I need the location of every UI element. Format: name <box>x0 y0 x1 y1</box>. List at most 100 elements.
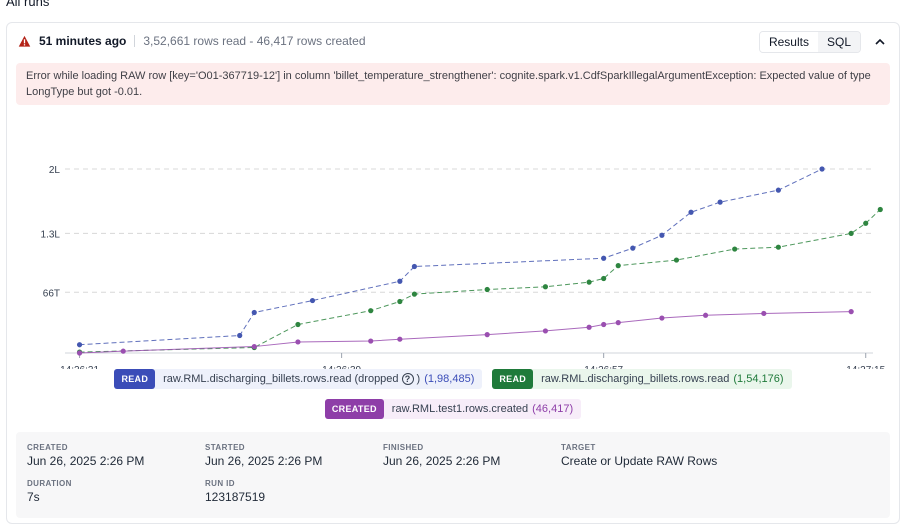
results-tab[interactable]: Results <box>759 32 818 52</box>
legend-row-2: CREATED raw.RML.test1.rows.created (46,4… <box>7 399 899 419</box>
legend-read-tag: READ <box>492 369 534 389</box>
detail-run-id-label: RUN ID <box>205 479 235 488</box>
run-summary: 3,52,661 rows read - 46,417 rows created <box>143 34 366 48</box>
series-point-2 <box>251 343 257 350</box>
rows-chart: 66T1.3L2L14:26:2114:26:3914:26:5714:27:1… <box>7 109 901 376</box>
series-point-1 <box>732 246 738 252</box>
series-point-1 <box>586 279 592 285</box>
series-point-2 <box>761 310 767 317</box>
y-tick-label: 66T <box>43 288 60 299</box>
series-point-1 <box>775 244 781 250</box>
series-point-2 <box>542 328 549 334</box>
detail-target-label: TARGET <box>561 443 596 452</box>
series-line-1 <box>79 209 881 353</box>
page-heading: All runs <box>6 0 50 9</box>
series-point-2 <box>120 348 126 354</box>
detail-run-id-value: 123187519 <box>205 490 266 504</box>
series-point-1 <box>848 230 854 236</box>
run-header: 51 minutes ago 3,52,661 rows read - 46,4… <box>7 23 899 59</box>
series-point-2 <box>397 336 403 342</box>
series-point-1 <box>601 275 607 282</box>
series-point-1 <box>295 321 301 328</box>
detail-created-value: Jun 26, 2025 2:26 PM <box>27 454 145 468</box>
series-point-2 <box>702 312 709 318</box>
series-point-0 <box>411 263 418 270</box>
series-point-2 <box>586 324 592 330</box>
legend-created-tag: CREATED <box>324 399 384 419</box>
detail-started-label: STARTED <box>205 443 245 452</box>
legend-read-dropped[interactable]: READ raw.RML.discharging_billets.rows.re… <box>114 369 483 389</box>
warning-triangle-icon <box>18 35 31 47</box>
detail-created: CREATED Jun 26, 2025 2:26 PM <box>27 443 144 468</box>
chevron-up-icon <box>875 38 885 45</box>
detail-duration: DURATION 7s <box>27 479 72 504</box>
detail-finished-value: Jun 26, 2025 2:26 PM <box>383 454 501 468</box>
series-point-0 <box>717 199 723 205</box>
series-point-2 <box>295 339 301 345</box>
series-point-0 <box>397 278 403 284</box>
series-point-1 <box>484 286 490 293</box>
collapse-button[interactable] <box>869 31 891 53</box>
series-point-1 <box>411 291 418 297</box>
series-line-0 <box>79 168 823 346</box>
legend-read-dropped-tag: READ <box>114 369 156 389</box>
series-point-0 <box>601 255 607 261</box>
series-point-0 <box>237 332 243 339</box>
legend-created-count: (46,417) <box>532 403 574 415</box>
sql-tab[interactable]: SQL <box>817 32 860 52</box>
detail-duration-label: DURATION <box>27 479 72 488</box>
series-point-2 <box>659 315 665 321</box>
legend-read[interactable]: READ raw.RML.discharging_billets.rows.re… <box>492 369 792 389</box>
legend-read-label: raw.RML.discharging_billets.rows.read <box>541 373 730 385</box>
y-tick-label: 1.3L <box>41 229 61 240</box>
series-point-0 <box>309 297 316 304</box>
series-point-0 <box>819 166 825 172</box>
y-tick-label: 2L <box>49 165 61 176</box>
rows-chart-svg: 66T1.3L2L14:26:2114:26:3914:26:5714:27:1… <box>41 165 886 376</box>
series-point-1 <box>615 263 621 269</box>
run-card: 51 minutes ago 3,52,661 rows read - 46,4… <box>6 22 900 524</box>
legend-read-dropped-count: (1,98,485) <box>424 373 475 385</box>
series-point-2 <box>848 309 854 315</box>
legend-read-dropped-close: ) <box>416 373 421 385</box>
series-point-0 <box>251 309 257 316</box>
detail-target: TARGET Create or Update RAW Rows <box>561 443 717 468</box>
help-icon[interactable]: ? <box>401 373 414 385</box>
detail-run-id: RUN ID 123187519 <box>205 479 265 504</box>
error-message: Error while loading RAW row [key='O01-36… <box>16 63 890 105</box>
detail-finished: FINISHED Jun 26, 2025 2:26 PM <box>383 443 500 468</box>
series-point-0 <box>76 342 83 348</box>
header-controls: Results SQL <box>758 31 891 53</box>
series-point-1 <box>542 284 549 290</box>
series-point-1 <box>397 298 403 305</box>
series-point-2 <box>615 320 621 326</box>
series-point-1 <box>863 220 869 226</box>
detail-target-value: Create or Update RAW Rows <box>561 454 718 468</box>
series-point-1 <box>673 257 680 263</box>
series-line-2 <box>79 311 852 354</box>
detail-duration-value: 7s <box>27 490 40 504</box>
series-point-0 <box>630 245 636 251</box>
series-point-2 <box>601 321 607 328</box>
series-point-2 <box>368 338 374 344</box>
detail-started: STARTED Jun 26, 2025 2:26 PM <box>205 443 322 468</box>
legend-read-dropped-label: raw.RML.discharging_billets.rows.read (d… <box>163 373 399 385</box>
run-time-ago: 51 minutes ago <box>39 34 127 48</box>
detail-created-label: CREATED <box>27 443 68 452</box>
series-point-0 <box>688 209 694 215</box>
header-divider <box>134 35 136 47</box>
series-point-2 <box>76 350 83 356</box>
legend-created[interactable]: CREATED raw.RML.test1.rows.created (46,4… <box>324 399 582 419</box>
legend-read-count: (1,54,176) <box>733 373 784 385</box>
series-point-2 <box>484 332 490 338</box>
run-details: CREATED Jun 26, 2025 2:26 PM STARTED Jun… <box>16 432 890 518</box>
detail-finished-label: FINISHED <box>383 443 424 452</box>
series-point-0 <box>775 187 781 193</box>
legend-created-label: raw.RML.test1.rows.created <box>391 403 529 415</box>
legend-row-1: READ raw.RML.discharging_billets.rows.re… <box>7 369 899 389</box>
series-point-1 <box>877 206 883 213</box>
series-point-0 <box>659 232 665 238</box>
series-point-1 <box>368 308 374 314</box>
detail-started-value: Jun 26, 2025 2:26 PM <box>205 454 323 468</box>
view-toggle: Results SQL <box>758 31 861 53</box>
